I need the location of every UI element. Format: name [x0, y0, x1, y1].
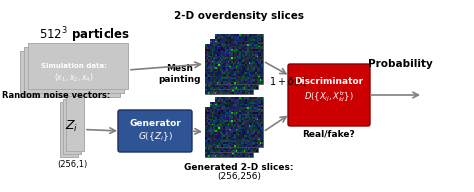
Text: (256,1): (256,1) [57, 161, 87, 170]
Text: Probability: Probability [368, 59, 432, 69]
Bar [63, 99, 81, 154]
Text: 2-D overdensity slices: 2-D overdensity slices [174, 11, 304, 21]
Text: Simulation data:: Simulation data: [41, 63, 107, 69]
Bar [210, 102, 258, 152]
Text: $1+\delta(x)$: $1+\delta(x)$ [269, 75, 308, 89]
Text: Discriminator: Discriminator [294, 76, 364, 85]
Text: Generator: Generator [129, 118, 181, 127]
Text: $G(\{Z_i\})$: $G(\{Z_i\})$ [137, 131, 173, 143]
Bar [210, 39, 258, 89]
Bar [20, 51, 120, 97]
Text: $(x_1, x_2, x_4)$: $(x_1, x_2, x_4)$ [54, 72, 94, 84]
Bar [28, 43, 128, 89]
Bar [24, 47, 124, 93]
Bar [215, 34, 263, 84]
FancyBboxPatch shape [288, 64, 370, 126]
Text: Random noise vectors:: Random noise vectors: [2, 90, 110, 99]
Text: Mesh
painting: Mesh painting [159, 64, 201, 84]
Text: $D(\{X_{ij}, X_{kl}^{\rm tr}\})$: $D(\{X_{ij}, X_{kl}^{\rm tr}\})$ [304, 90, 354, 104]
Bar [60, 102, 78, 157]
Text: $512^3$ particles: $512^3$ particles [39, 25, 131, 45]
Text: Real/fake?: Real/fake? [302, 129, 356, 138]
Bar [66, 96, 84, 151]
Text: $Z_i$: $Z_i$ [65, 119, 79, 134]
Bar [205, 44, 253, 94]
Bar [205, 107, 253, 157]
Bar [215, 97, 263, 147]
Text: Generated 2-D slices:: Generated 2-D slices: [184, 162, 294, 171]
Text: (256,256): (256,256) [217, 172, 261, 181]
FancyBboxPatch shape [118, 110, 192, 152]
